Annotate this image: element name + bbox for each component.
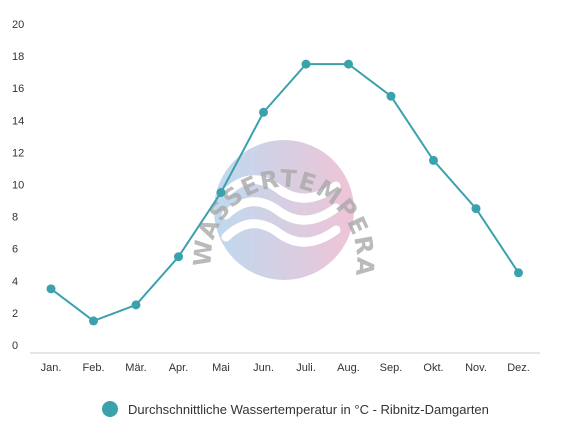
y-tick-label: 2 bbox=[12, 308, 18, 320]
legend-marker bbox=[102, 401, 118, 417]
x-tick-label: Okt. bbox=[423, 362, 443, 374]
x-axis-ticks: Jan. Feb. Mär. Apr. Mai Jun. Juli. Aug. Sep. Okt.… bbox=[41, 362, 530, 374]
x-tick-label: Mär. bbox=[125, 362, 146, 374]
x-tick-label: Mai bbox=[212, 362, 230, 374]
legend-label: Durchschnittliche Wassertemperatur in °C… bbox=[128, 402, 489, 417]
data-point-mär[interactable] bbox=[131, 300, 141, 310]
data-point-aug[interactable] bbox=[344, 59, 353, 69]
data-point-juli[interactable] bbox=[301, 59, 311, 69]
data-point-mai[interactable] bbox=[216, 188, 226, 198]
data-point-sep[interactable] bbox=[386, 91, 396, 101]
series-line bbox=[50, 63, 520, 323]
x-tick-label: Jun. bbox=[253, 362, 274, 374]
y-tick-label: 4 bbox=[12, 276, 18, 288]
data-point-jan[interactable] bbox=[46, 284, 56, 294]
x-tick-label: Jan. bbox=[41, 362, 62, 374]
x-tick-label: Sep. bbox=[380, 362, 403, 374]
series-points bbox=[46, 59, 523, 326]
y-tick-label: 16 bbox=[12, 83, 24, 95]
x-tick-label: Juli. bbox=[296, 362, 316, 374]
y-tick-label: 14 bbox=[12, 115, 24, 127]
x-tick-label: Nov. bbox=[465, 362, 487, 374]
data-point-feb[interactable] bbox=[89, 316, 98, 326]
y-tick-label: 12 bbox=[12, 147, 24, 159]
data-point-dez[interactable] bbox=[514, 268, 523, 278]
y-tick-label: 0 bbox=[12, 340, 18, 352]
data-point-nov[interactable] bbox=[471, 204, 481, 214]
data-point-okt[interactable] bbox=[429, 155, 438, 165]
x-tick-label: Apr. bbox=[169, 362, 189, 374]
y-tick-label: 6 bbox=[12, 244, 18, 256]
y-axis-ticks: 0 2 4 6 8 10 12 14 16 18 20 bbox=[12, 19, 24, 352]
data-point-jun[interactable] bbox=[259, 107, 268, 117]
data-point-apr[interactable] bbox=[174, 252, 183, 262]
y-tick-label: 10 bbox=[12, 180, 24, 192]
y-tick-label: 20 bbox=[12, 19, 24, 31]
x-tick-label: Aug. bbox=[337, 362, 360, 374]
watermark-wave-icon bbox=[221, 175, 341, 247]
y-tick-label: 18 bbox=[12, 51, 24, 63]
legend[interactable]: Durchschnittliche Wassertemperatur in °C… bbox=[102, 401, 489, 417]
x-tick-label: Feb. bbox=[82, 362, 104, 374]
x-tick-label: Dez. bbox=[507, 362, 530, 374]
y-tick-label: 8 bbox=[12, 212, 18, 224]
